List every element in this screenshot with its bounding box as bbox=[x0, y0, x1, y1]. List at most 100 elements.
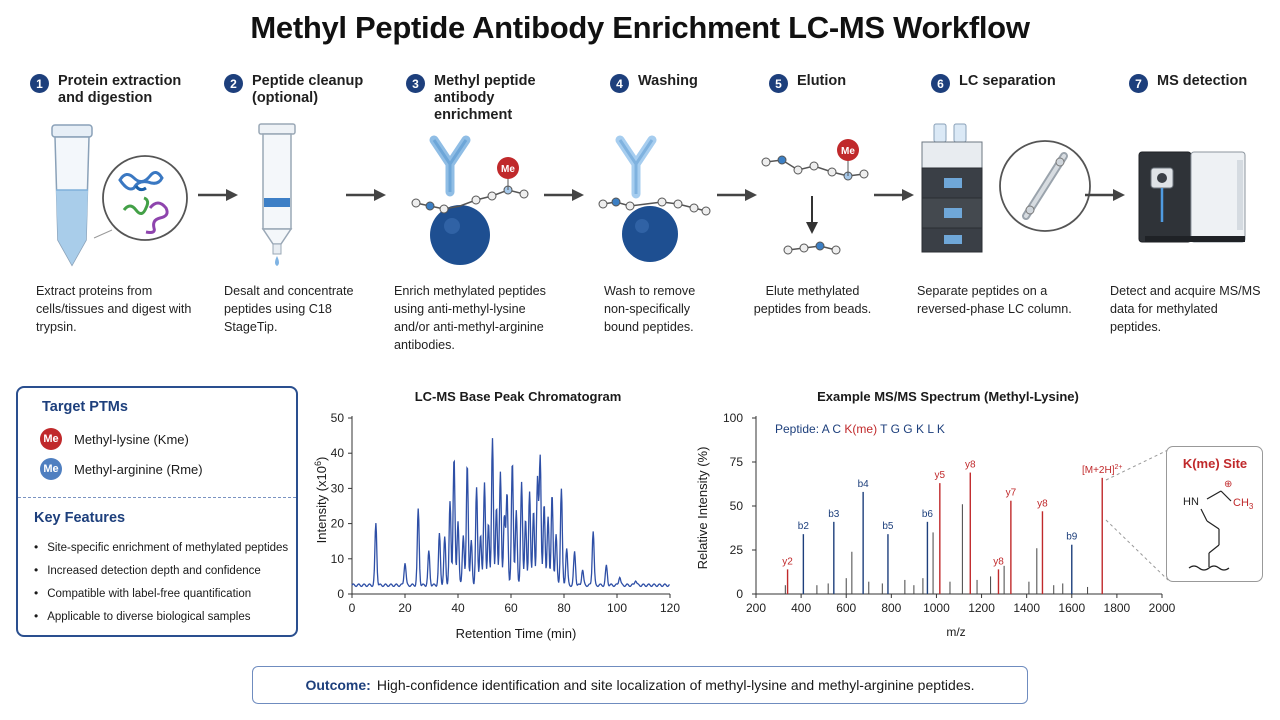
step-number: 6 bbox=[931, 74, 950, 93]
step-3: 3 Methyl peptide antibody enrichment bbox=[406, 73, 576, 124]
flow-arrow-icon bbox=[1085, 189, 1125, 201]
step-5-description: Elute methylated peptides from beads. bbox=[753, 284, 872, 316]
kme-site-inset: K(me) Site HN ⊕ CH3 bbox=[1166, 446, 1263, 582]
step-number: 3 bbox=[406, 74, 425, 93]
y-tick-label: 50 bbox=[331, 411, 345, 425]
feature-item: Applicable to diverse biological samples bbox=[34, 609, 250, 623]
step-title: LC separation bbox=[959, 73, 1056, 89]
step-2-description: Desalt and concentrate peptides using C1… bbox=[224, 284, 354, 334]
chromatogram-ylabel: Intensity (x106) bbox=[313, 457, 329, 544]
peak-label: b5 bbox=[882, 521, 894, 532]
mass-spectrometer-icon bbox=[1138, 151, 1246, 243]
kme-site-title: K(me) Site bbox=[1183, 456, 1247, 471]
target-ptms-title: Target PTMs bbox=[42, 399, 128, 415]
step-title: Methyl peptide antibody enrichment bbox=[434, 73, 536, 123]
peptide-residue: L bbox=[924, 422, 934, 436]
peptide-residue: G bbox=[900, 422, 913, 436]
peak-label: b4 bbox=[858, 479, 870, 490]
step-number: 4 bbox=[610, 74, 629, 93]
y-tick-label: 20 bbox=[331, 517, 345, 531]
feature-item: Compatible with label-free quantificatio… bbox=[34, 586, 251, 600]
y-tick-label: 0 bbox=[736, 587, 743, 601]
y-tick-label: 30 bbox=[331, 481, 345, 495]
y-tick-label: 75 bbox=[730, 455, 744, 469]
outcome-text: High-confidence identification and site … bbox=[376, 677, 975, 693]
flow-arrow-icon bbox=[346, 189, 386, 201]
feature-item: Site-specific enrichment of methylated p… bbox=[34, 540, 288, 554]
tube-with-proteins-icon bbox=[51, 124, 188, 267]
x-tick-label: 1000 bbox=[923, 601, 950, 615]
flow-arrow-icon bbox=[717, 189, 757, 201]
outcome-banner: Outcome: High-confidence identification … bbox=[252, 666, 1028, 704]
step-1-description: Extract proteins from cells/tissues and … bbox=[36, 284, 192, 334]
x-tick-label: 100 bbox=[607, 601, 627, 615]
peptide-residue: C bbox=[829, 422, 841, 436]
page-title: Methyl Peptide Antibody Enrichment LC-MS… bbox=[250, 10, 1030, 45]
methyl-lysine-label: Methyl-lysine (Kme) bbox=[74, 432, 189, 447]
y-tick-label: 40 bbox=[331, 446, 345, 460]
x-tick-label: 1400 bbox=[1013, 601, 1040, 615]
chromatogram-trace bbox=[351, 438, 670, 588]
spectrum-title: Example MS/MS Spectrum (Methyl-Lysine) bbox=[817, 389, 1079, 404]
spectrum-xlabel: m/z bbox=[946, 625, 965, 639]
lc-instrument-icon bbox=[921, 123, 1091, 253]
peptide-residue: A bbox=[822, 422, 830, 436]
zoom-connector bbox=[1105, 449, 1169, 481]
x-tick-label: 40 bbox=[451, 601, 465, 615]
chromatogram-xlabel: Retention Time (min) bbox=[456, 626, 577, 641]
y-tick-label: 100 bbox=[723, 411, 743, 425]
y-tick-label: 0 bbox=[337, 587, 344, 601]
key-features-title: Key Features bbox=[34, 510, 126, 526]
peak-label: b2 bbox=[798, 521, 810, 532]
x-tick-label: 0 bbox=[349, 601, 356, 615]
step-number: 7 bbox=[1129, 74, 1148, 93]
step-3-description: Enrich methylated peptides using anti-me… bbox=[394, 284, 546, 352]
step-4-description: Wash to remove non-specifically bound pe… bbox=[604, 284, 696, 334]
elution-peptides-icon: Me bbox=[761, 139, 869, 255]
stagetip-column-icon bbox=[258, 123, 296, 266]
divider bbox=[18, 497, 296, 498]
step-number: 2 bbox=[224, 74, 243, 93]
step-5: 5 Elution bbox=[769, 73, 939, 93]
y-tick-label: 25 bbox=[730, 543, 744, 557]
step-title: Elution bbox=[797, 73, 847, 89]
step-7: 7 MS detection bbox=[1129, 73, 1279, 93]
ch3-label: CH3 bbox=[1233, 497, 1254, 511]
me-label: Me bbox=[501, 164, 515, 175]
peak-label: b6 bbox=[922, 509, 934, 520]
peptide-residue: K bbox=[913, 422, 924, 436]
step-title: Peptide cleanup (optional) bbox=[252, 73, 364, 106]
step-2: 2 Peptide cleanup (optional) bbox=[224, 73, 394, 107]
x-tick-label: 1800 bbox=[1104, 601, 1131, 615]
peak-label: y8 bbox=[1037, 498, 1048, 509]
peptide-residue: K(me) bbox=[841, 422, 877, 436]
flow-arrow-icon bbox=[198, 189, 238, 201]
antibody-bead-enrichment-icon: Me bbox=[411, 135, 529, 265]
step-1: 1 Protein extraction and digestion bbox=[30, 73, 200, 107]
x-tick-label: 20 bbox=[398, 601, 412, 615]
y-tick-label: 50 bbox=[730, 499, 744, 513]
peak-label: [M+2H]2+ bbox=[1082, 464, 1123, 476]
spectrum-ylabel: Relative Intensity (%) bbox=[695, 447, 710, 570]
x-tick-label: 400 bbox=[791, 601, 811, 615]
methyl-arginine-label: Methyl-arginine (Rme) bbox=[74, 462, 203, 477]
chromatogram-title: LC-MS Base Peak Chromatogram bbox=[415, 389, 622, 404]
peak-label: y8 bbox=[965, 460, 976, 471]
peptide-residue: K bbox=[934, 422, 945, 436]
x-tick-label: 120 bbox=[660, 601, 680, 615]
step-7-description: Detect and acquire MS/MS data for methyl… bbox=[1110, 284, 1261, 334]
x-tick-label: 800 bbox=[881, 601, 901, 615]
step-4: 4 Washing bbox=[610, 73, 780, 93]
flow-arrow-icon bbox=[874, 189, 914, 201]
x-tick-label: 80 bbox=[557, 601, 571, 615]
y-tick-label: 10 bbox=[331, 552, 345, 566]
nh-label: HN bbox=[1183, 496, 1199, 508]
step-number: 1 bbox=[30, 74, 49, 93]
peptide-sequence: Peptide: A C K(me) T G G K L K bbox=[775, 422, 945, 436]
step-6: 6 LC separation bbox=[931, 73, 1101, 93]
methyl-lysine-badge-icon: Me bbox=[40, 428, 62, 450]
peak-label: b9 bbox=[1066, 532, 1078, 543]
x-tick-label: 2000 bbox=[1149, 601, 1176, 615]
x-tick-label: 200 bbox=[746, 601, 766, 615]
x-tick-label: 60 bbox=[504, 601, 518, 615]
